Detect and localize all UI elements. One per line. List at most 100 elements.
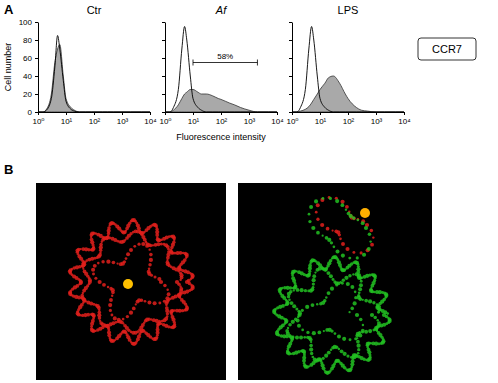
stain-dot xyxy=(68,290,72,294)
x-tick-label: 10² xyxy=(343,117,355,126)
y-tick-label: 100 xyxy=(19,18,33,27)
y-axis-title: Cell number xyxy=(3,43,13,92)
stain-dot xyxy=(153,301,157,305)
stain-dot xyxy=(372,329,375,332)
stain-dot xyxy=(352,216,355,219)
stain-dot xyxy=(388,319,392,323)
stain-dot xyxy=(69,268,73,272)
y-tick: 20 xyxy=(23,90,38,99)
stain-dot xyxy=(106,324,109,327)
stain-dot xyxy=(98,311,101,314)
stain-dot xyxy=(129,311,133,315)
stain-spot xyxy=(360,208,370,218)
stain-dot xyxy=(309,347,313,351)
stain-dot xyxy=(377,311,380,314)
y-tick: 80 xyxy=(23,36,38,45)
stain-dot xyxy=(316,303,318,305)
x-tick: 10² xyxy=(89,112,101,126)
stain-dot xyxy=(357,218,359,220)
stain-dot xyxy=(106,260,110,264)
control-histogram xyxy=(165,27,277,113)
stain-dot xyxy=(163,284,167,288)
stain-dot xyxy=(126,315,129,318)
stain-dot xyxy=(305,305,309,309)
stain-dot xyxy=(336,249,340,253)
stain-dot xyxy=(317,331,321,335)
stain-dot xyxy=(91,313,95,317)
stain-dot xyxy=(300,288,304,292)
stain-dot xyxy=(341,254,345,258)
y-axis-line xyxy=(38,23,39,113)
y-tick-mark xyxy=(35,58,38,59)
stain-dot xyxy=(322,235,324,237)
stain-dot xyxy=(133,245,136,248)
panel-label: A xyxy=(4,2,14,17)
stain-dot xyxy=(369,240,371,242)
stain-dot xyxy=(165,296,169,300)
stain-dot xyxy=(358,291,361,294)
y-tick-mark xyxy=(289,112,292,113)
x-tick: 10¹ xyxy=(61,112,73,126)
y-tick-mark xyxy=(289,94,292,95)
stain-dot xyxy=(362,324,364,326)
stain-dot xyxy=(350,356,353,359)
stain-dot xyxy=(329,197,332,200)
stain-dot xyxy=(123,230,127,234)
x-tick: 10² xyxy=(216,112,228,126)
stain-dot xyxy=(301,309,304,312)
x-tick-mark xyxy=(221,112,222,115)
stain-dot xyxy=(109,309,112,312)
stain-dot xyxy=(373,316,377,320)
y-tick xyxy=(162,58,165,59)
stain-dot xyxy=(301,329,304,332)
stain-dot xyxy=(126,252,130,256)
histogram-panel: 10⁰10¹10²10³10⁴020406080100CtrCell numbe… xyxy=(3,4,157,126)
stain-dot xyxy=(335,284,338,287)
stain-dot xyxy=(358,297,362,301)
stain-dot xyxy=(342,268,346,272)
stain-dot xyxy=(364,226,368,230)
x-tick-mark xyxy=(94,112,95,115)
x-tick-label: 10¹ xyxy=(188,117,200,126)
stain-dot xyxy=(80,294,84,298)
stain-dot xyxy=(359,283,363,287)
stain-dot xyxy=(345,205,349,209)
stain-dot xyxy=(342,337,346,341)
stain-dot xyxy=(345,247,349,251)
y-tick-mark xyxy=(162,94,165,95)
y-tick xyxy=(289,58,292,59)
stain-dot xyxy=(354,291,357,294)
stain-dot xyxy=(330,287,334,291)
x-axis: 10⁰10¹10²10³10⁴ xyxy=(159,112,284,126)
stain-dot xyxy=(367,247,371,251)
histogram-panel: 10⁰10¹10²10³10⁴AfFluorescence intensity5… xyxy=(159,4,284,142)
y-tick xyxy=(289,76,292,77)
plot-area xyxy=(292,27,404,113)
stain-dot xyxy=(125,257,128,260)
stain-dot xyxy=(352,217,355,220)
stain-dot xyxy=(272,308,276,312)
stain-dot xyxy=(295,335,299,339)
filled-histogram xyxy=(165,90,277,113)
y-tick-mark xyxy=(289,22,292,23)
x-tick-label: 10⁰ xyxy=(159,117,171,126)
stain-dot xyxy=(342,278,345,281)
stain-dot xyxy=(91,247,95,251)
y-tick-mark xyxy=(35,112,38,113)
x-tick-label: 10² xyxy=(216,117,228,126)
y-tick-mark xyxy=(35,76,38,77)
stain-dot xyxy=(288,299,291,302)
x-tick: 10² xyxy=(343,112,355,126)
stain-dot xyxy=(356,340,360,344)
stain-dot xyxy=(107,226,111,230)
stain-dot xyxy=(312,282,315,285)
stain-dot xyxy=(107,286,109,288)
stain-dot xyxy=(309,205,313,209)
y-tick-mark xyxy=(289,76,292,77)
stain-dot xyxy=(348,274,352,278)
stain-dot xyxy=(341,242,345,246)
stain-dot xyxy=(316,231,320,235)
stain-dot xyxy=(157,277,161,281)
stain-dot xyxy=(358,287,362,291)
stain-dot xyxy=(308,213,311,216)
